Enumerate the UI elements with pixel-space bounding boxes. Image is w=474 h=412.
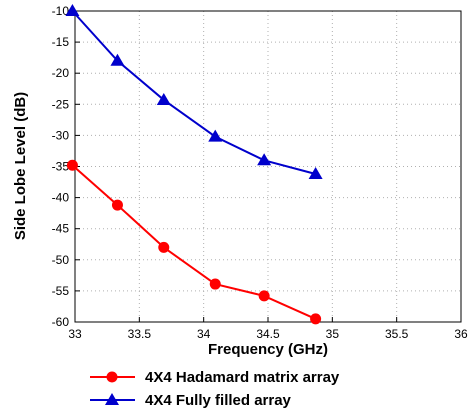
- y-tick-labels: -10 -15 -20 -25 -30 -35 -40 -45 -50 -55 -60: [52, 4, 70, 329]
- x-tick-label: 34: [197, 327, 211, 341]
- data-point-triangle: [156, 92, 171, 105]
- data-point-triangle: [110, 53, 125, 66]
- data-point-circle: [310, 313, 322, 325]
- data-point-circle: [66, 159, 78, 171]
- data-point-triangle: [257, 153, 272, 166]
- tick-marks: [74, 10, 462, 323]
- legend-label-hadamard: 4X4 Hadamard matrix array: [145, 369, 340, 386]
- x-tick-label: 33.5: [128, 327, 152, 341]
- y-tick-label: -25: [52, 97, 70, 111]
- legend: 4X4 Hadamard matrix array 4X4 Fully fill…: [90, 369, 340, 409]
- data-point-triangle: [308, 166, 323, 179]
- y-tick-label: -20: [52, 66, 70, 80]
- legend-marker-hadamard: [106, 371, 118, 383]
- y-tick-label: -40: [52, 191, 70, 205]
- y-axis-title: Side Lobe Level (dB): [12, 92, 29, 240]
- x-tick-label: 34.5: [256, 327, 280, 341]
- data-point-circle: [209, 278, 221, 290]
- series-line-1: [71, 10, 316, 175]
- x-tick-label: 35.5: [385, 327, 409, 341]
- series-line-0: [71, 164, 317, 320]
- y-tick-label: -45: [52, 222, 70, 236]
- x-tick-labels: 33 33.5 34 34.5 35 35.5 36: [68, 327, 468, 341]
- y-tick-label: -15: [52, 35, 70, 49]
- data-point-circle: [258, 290, 270, 302]
- x-tick-label: 35: [326, 327, 340, 341]
- legend-label-fully-filled: 4X4 Fully filled array: [145, 392, 292, 409]
- data-point-triangle: [208, 129, 223, 142]
- x-tick-label: 36: [454, 327, 468, 341]
- y-tick-label: -55: [52, 284, 70, 298]
- series-layer: [65, 4, 323, 325]
- legend-marker-fully-filled: [105, 393, 119, 405]
- x-axis-title: Frequency (GHz): [208, 341, 328, 358]
- y-tick-label: -35: [52, 160, 70, 174]
- y-tick-label: -10: [52, 4, 70, 18]
- data-point-circle: [111, 199, 123, 211]
- y-tick-label: -60: [52, 315, 70, 329]
- y-tick-label: -30: [52, 128, 70, 142]
- x-tick-label: 33: [68, 327, 82, 341]
- data-point-triangle: [65, 4, 80, 16]
- y-tick-label: -50: [52, 253, 70, 267]
- data-point-circle: [158, 241, 170, 253]
